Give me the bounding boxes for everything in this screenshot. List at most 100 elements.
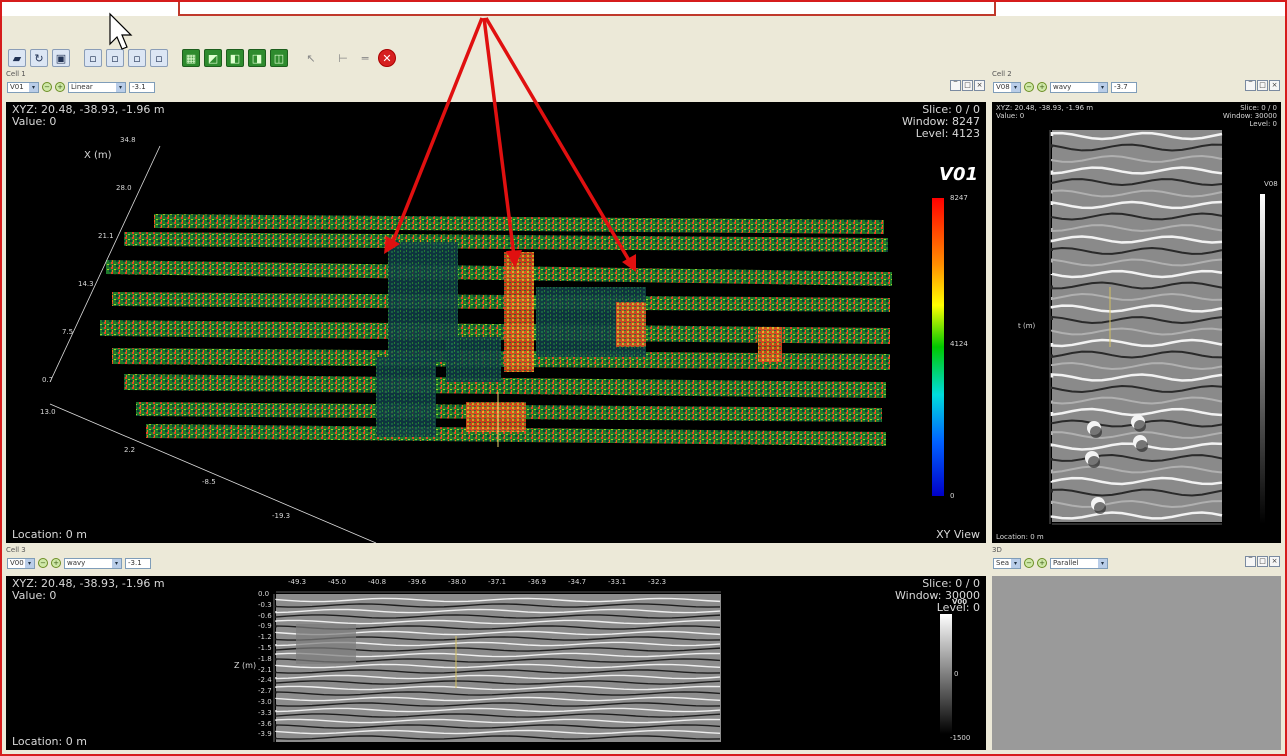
- cell2-controls: V08 ▾ − + wavy ▾ -3.7: [990, 80, 1283, 94]
- cell3-value-input[interactable]: -3.1: [125, 558, 151, 569]
- stop-icon[interactable]: ✕: [378, 49, 396, 67]
- minus-icon[interactable]: −: [38, 558, 48, 568]
- cell3-mode-select[interactable]: wavy ▾: [64, 558, 122, 569]
- plus-icon[interactable]: +: [55, 82, 65, 92]
- cell1-xy-view[interactable]: XYZ: 20.48, -38.93, -1.96 m Value: 0 Sli…: [6, 102, 986, 543]
- grid-icon[interactable]: ▦: [182, 49, 200, 67]
- profile-z-tick-label: -3.3: [258, 709, 272, 717]
- cell1-title: Cell 1: [6, 70, 26, 78]
- view-2-icon[interactable]: ▫: [106, 49, 124, 67]
- cell1-controls: V01 ▾ − + Linear ▾ -3.1: [4, 80, 988, 94]
- measure-icon[interactable]: ⊢: [334, 49, 352, 67]
- colorbar-title: V01: [939, 164, 978, 185]
- grayscale-colorbar-bottom: [940, 614, 952, 734]
- cell3-volume-select[interactable]: V00 ▾: [7, 558, 35, 569]
- slice-x-icon[interactable]: ◧: [226, 49, 244, 67]
- profile-z-tick-label: -0.9: [258, 622, 272, 630]
- cell1-volume-select[interactable]: V01 ▾: [7, 82, 39, 93]
- chevron-down-icon: ▾: [116, 83, 125, 92]
- maximize-icon[interactable]: □: [1257, 80, 1268, 91]
- cell4-mode-select[interactable]: Parallel ▾: [1050, 558, 1108, 569]
- folder-open-icon[interactable]: ▰: [8, 49, 26, 67]
- profile-z-tick-label: -2.1: [258, 666, 272, 674]
- cell2-mode-select[interactable]: wavy ▾: [1050, 82, 1108, 93]
- minimize-icon[interactable]: ‾: [950, 80, 961, 91]
- cell2-xyz-readout: XYZ: 20.48, -38.93, -1.96 m: [996, 104, 1093, 112]
- profile-x-tick-label: -32.3: [648, 578, 666, 586]
- cell1-value-readout: Value: 0: [12, 116, 56, 128]
- cell2-panel: Cell 2 V08 ▾ − + wavy ▾ -3.7 ‾ □ ×: [990, 70, 1283, 545]
- minimize-icon[interactable]: ‾: [1245, 556, 1256, 567]
- high-amplitude-zone: [758, 327, 782, 362]
- pointer-icon[interactable]: ↖: [302, 49, 320, 67]
- plus-icon[interactable]: +: [51, 558, 61, 568]
- cell3-controls: V00 ▾ − + wavy ▾ -3.1: [4, 556, 988, 570]
- profile-x-tick-label: -33.1: [608, 578, 626, 586]
- minus-icon[interactable]: −: [1024, 558, 1034, 568]
- plus-icon[interactable]: +: [1037, 558, 1047, 568]
- slice-y-icon[interactable]: ◨: [248, 49, 266, 67]
- save-icon[interactable]: ▣: [52, 49, 70, 67]
- x-tick-label: 0.7: [42, 376, 53, 384]
- cell2-level-readout: Level: 0: [1249, 120, 1277, 128]
- profile-x-tick-label: -37.1: [488, 578, 506, 586]
- high-amplitude-zone: [616, 302, 646, 347]
- cell2-volume-select[interactable]: V08 ▾: [993, 82, 1021, 93]
- close-icon[interactable]: ×: [1269, 80, 1280, 91]
- colorbar-mid-label: 4124: [950, 340, 968, 348]
- profile-x-tick-label: -34.7: [568, 578, 586, 586]
- ruler-icon[interactable]: ═: [356, 49, 374, 67]
- x-tick-label: 7.5: [62, 328, 73, 336]
- refresh-icon[interactable]: ↻: [30, 49, 48, 67]
- high-amplitude-zone: [466, 402, 526, 432]
- cell3-title: Cell 3: [6, 546, 26, 554]
- maximize-icon[interactable]: □: [1257, 556, 1268, 567]
- cell1-level-readout: Level: 4123: [916, 128, 980, 140]
- cell2-axis-label: t (m): [1018, 322, 1035, 330]
- colorbar: [932, 198, 944, 496]
- chevron-down-icon: ▾: [1011, 83, 1020, 92]
- cell2-profile-view[interactable]: XYZ: 20.48, -38.93, -1.96 m Value: 0 Sli…: [992, 102, 1281, 543]
- view-4-icon[interactable]: ▫: [150, 49, 168, 67]
- cell1-mode-select[interactable]: Linear ▾: [68, 82, 126, 93]
- cell1-value-input[interactable]: -3.1: [129, 82, 155, 93]
- profile-x-tick-label: -38.0: [448, 578, 466, 586]
- close-icon[interactable]: ×: [974, 80, 985, 91]
- profile-z-tick-label: -3.9: [258, 730, 272, 738]
- close-icon[interactable]: ×: [1269, 556, 1280, 567]
- minus-icon[interactable]: −: [42, 82, 52, 92]
- surface-icon[interactable]: ◩: [204, 49, 222, 67]
- profile-canvas: [992, 102, 1281, 543]
- cell4-volume-select[interactable]: Sea ▾: [993, 558, 1021, 569]
- survey-strip: [106, 260, 892, 286]
- maximize-icon[interactable]: □: [962, 80, 973, 91]
- cell3-colorbar-min: -1500: [950, 734, 970, 742]
- chevron-down-icon: ▾: [1098, 83, 1107, 92]
- profile-x-tick-label: -49.3: [288, 578, 306, 586]
- annotation-callout: [178, 0, 996, 16]
- main-toolbar: ▰ ↻ ▣ ▫ ▫ ▫ ▫ ▦ ◩ ◧ ◨ ◫ ↖ ⊢ ═ ✕: [8, 46, 396, 70]
- profile-z-tick-label: -1.2: [258, 633, 272, 641]
- cell2-window-buttons: ‾ □ ×: [1245, 80, 1280, 91]
- y-tick-label: 13.0: [40, 408, 56, 416]
- high-amplitude-zone: [504, 252, 534, 372]
- plus-icon[interactable]: +: [1037, 82, 1047, 92]
- x-tick-label: 14.3: [78, 280, 94, 288]
- y-tick-label: -8.5: [202, 478, 216, 486]
- cell3-profile-view[interactable]: -49.3 -45.0 -40.8 -39.6 -38.0 -37.1 -36.9 -34.7…: [6, 576, 986, 750]
- profile-z-tick-label: 0.0: [258, 590, 269, 598]
- cell1-location-readout: Location: 0 m: [12, 529, 87, 541]
- chevron-down-icon: ▾: [1011, 559, 1020, 568]
- cell2-value-input[interactable]: -3.7: [1111, 82, 1137, 93]
- cell4-3d-view[interactable]: [992, 576, 1281, 750]
- slice-z-icon[interactable]: ◫: [270, 49, 288, 67]
- colorbar-min-label: 0: [950, 492, 954, 500]
- view-3-icon[interactable]: ▫: [128, 49, 146, 67]
- minus-icon[interactable]: −: [1024, 82, 1034, 92]
- profile-z-tick-label: -0.6: [258, 612, 272, 620]
- profile-z-tick-label: -2.7: [258, 687, 272, 695]
- colorbar-max-label: 8247: [950, 194, 968, 202]
- minimize-icon[interactable]: ‾: [1245, 80, 1256, 91]
- cell3-value-readout: Value: 0: [12, 590, 56, 602]
- view-1-icon[interactable]: ▫: [84, 49, 102, 67]
